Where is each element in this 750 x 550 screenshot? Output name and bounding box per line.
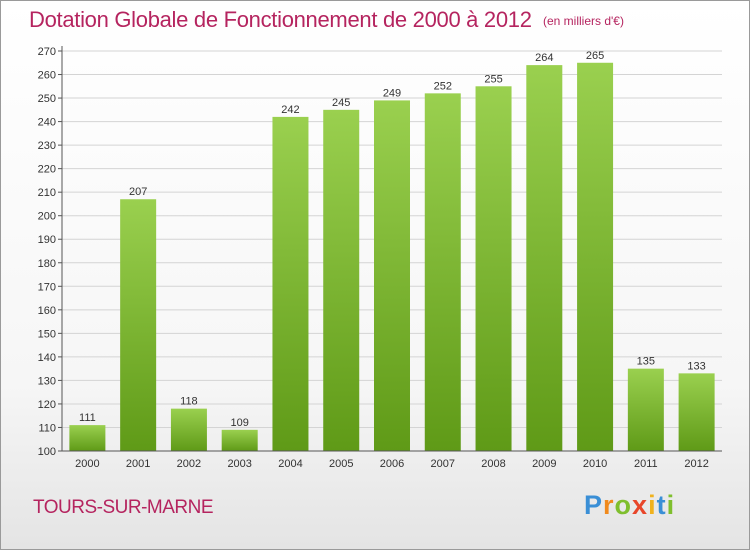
y-tick-label: 220 xyxy=(38,164,56,176)
data-label: 242 xyxy=(281,104,299,116)
logo-letter: r xyxy=(603,490,615,520)
y-tick-label: 270 xyxy=(38,46,56,58)
x-tick-labels: 2000 2001 2002 2003 2004 2005 2006 2007 2008 2009… xyxy=(75,458,709,470)
data-label: 265 xyxy=(586,50,604,62)
y-tick-label: 250 xyxy=(38,93,56,105)
x-tick-label: 2006 xyxy=(380,458,404,470)
logo-letter: P xyxy=(584,490,604,520)
data-label: 133 xyxy=(687,360,705,372)
y-tick-label: 120 xyxy=(38,399,56,411)
y-tick-label: 150 xyxy=(38,328,56,340)
proxiti-logo: Proxiti xyxy=(584,490,675,521)
data-label: 118 xyxy=(180,396,198,408)
bar-2000 xyxy=(69,425,106,451)
y-tick-label: 200 xyxy=(38,211,56,223)
bar-2009 xyxy=(526,65,563,451)
bar-2004 xyxy=(272,116,309,451)
bars xyxy=(69,62,715,452)
logo-letter: i xyxy=(648,490,657,520)
y-tick-label: 140 xyxy=(38,352,56,364)
data-label: 252 xyxy=(434,80,452,92)
y-tick-label: 100 xyxy=(38,446,56,458)
data-labels: 111 207 118 109 242 245 249 252 255 264 265 135 133 xyxy=(79,50,706,429)
logo-letter: o xyxy=(614,490,633,520)
bar-2003 xyxy=(221,429,258,451)
bar-2010 xyxy=(577,62,614,451)
logo-letter: t xyxy=(656,490,667,520)
logo-letter: i xyxy=(666,490,676,520)
data-label: 111 xyxy=(79,412,96,424)
x-tick-label: 2009 xyxy=(532,458,556,470)
bar-2002 xyxy=(170,408,207,451)
x-tick-label: 2012 xyxy=(684,458,708,470)
chart-title: Dotation Globale de Fonctionnement de 20… xyxy=(29,7,532,32)
y-tick-label: 210 xyxy=(38,187,56,199)
y-tick-label: 180 xyxy=(38,258,56,270)
bar-2007 xyxy=(424,93,461,452)
data-label: 255 xyxy=(484,73,502,85)
chart-subtitle: (en milliers d'€) xyxy=(543,14,624,28)
bar-2006 xyxy=(374,100,410,451)
y-tick-label: 190 xyxy=(38,234,56,246)
x-tick-label: 2008 xyxy=(481,458,505,470)
y-tick-label: 160 xyxy=(38,305,56,317)
data-label: 135 xyxy=(637,356,655,368)
y-tick-label: 110 xyxy=(38,422,56,434)
x-tick-label: 2005 xyxy=(329,458,353,470)
commune-name: TOURS-SUR-MARNE xyxy=(33,497,214,518)
axes xyxy=(61,46,722,452)
x-tick-label: 2007 xyxy=(431,458,455,470)
x-tick-label: 2010 xyxy=(583,458,607,470)
y-tick-label: 230 xyxy=(38,140,56,152)
y-tick-labels: 100 110 120 130 140 150 160 170 180 190 200 210 220 2… xyxy=(38,46,62,458)
x-tick-label: 2000 xyxy=(75,458,99,470)
data-label: 264 xyxy=(535,52,553,64)
bar-2005 xyxy=(323,109,360,451)
bar-2001 xyxy=(120,199,157,451)
data-label: 207 xyxy=(129,186,147,198)
x-tick-label: 2003 xyxy=(227,458,251,470)
y-tick-label: 170 xyxy=(38,281,56,293)
data-label: 109 xyxy=(231,417,249,429)
x-tick-label: 2002 xyxy=(177,458,201,470)
logo-letter: x xyxy=(632,490,649,520)
bar-2008 xyxy=(475,86,512,451)
x-tick-label: 2001 xyxy=(126,458,150,470)
data-label: 245 xyxy=(332,97,350,109)
x-tick-label: 2011 xyxy=(634,458,658,470)
data-label: 249 xyxy=(383,87,401,99)
bar-2012 xyxy=(678,373,715,451)
x-tick-label: 2004 xyxy=(278,458,302,470)
y-tick-label: 240 xyxy=(38,117,56,129)
y-tick-label: 260 xyxy=(38,70,56,82)
bar-2011 xyxy=(627,368,664,451)
y-tick-label: 130 xyxy=(38,375,56,387)
